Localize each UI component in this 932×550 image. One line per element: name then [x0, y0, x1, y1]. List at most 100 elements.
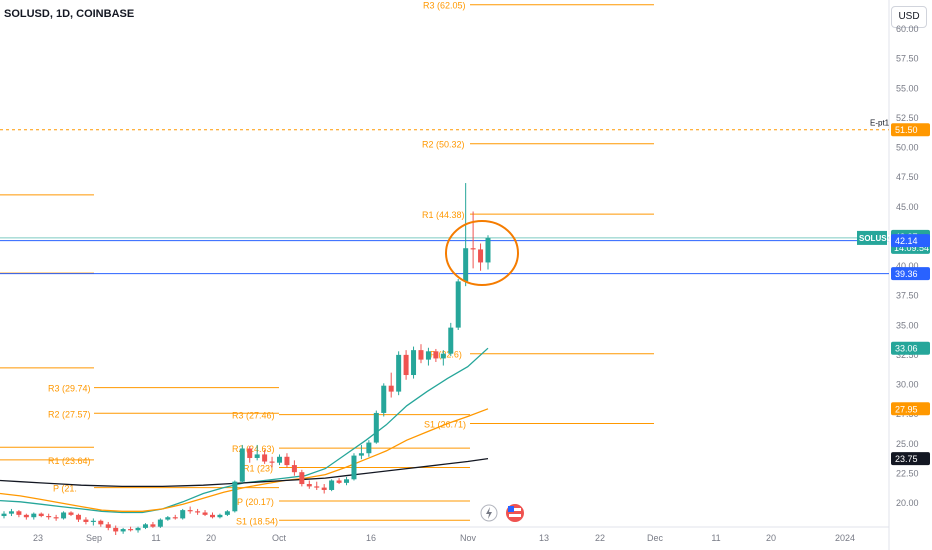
- candle-body: [135, 527, 141, 531]
- candle-body: [373, 412, 379, 443]
- candle-body: [418, 350, 424, 360]
- candle-body: [150, 524, 156, 527]
- candle-body: [217, 514, 223, 518]
- pivot-lines: R3 (62.05)R2 (50.32)R1 (44.38)S1 (26.71)…: [0, 1, 654, 526]
- candle-body: [232, 481, 238, 512]
- x-tick-label: 23: [33, 533, 43, 543]
- y-tick-label: 25.00: [896, 439, 919, 449]
- y-tick-label: 22.50: [896, 468, 919, 478]
- currency-button[interactable]: USD: [891, 6, 927, 28]
- circle-annotation: [445, 220, 519, 286]
- x-tick-label: Sep: [86, 533, 102, 543]
- y-tick-label: 57.50: [896, 54, 919, 64]
- candle-body: [425, 351, 431, 360]
- pivot-label: S1 (18.54): [236, 516, 278, 526]
- candle-body: [113, 527, 119, 532]
- symbol-tag-label: SOLUSD: [859, 234, 893, 243]
- candle-body: [98, 520, 104, 525]
- y-tick-label: 32.50: [896, 350, 919, 360]
- y-tick-label: 45.00: [896, 202, 919, 212]
- price-label-bg: [891, 402, 930, 416]
- candle-body: [105, 524, 111, 528]
- candle-body: [120, 529, 126, 532]
- candle-body: [61, 512, 67, 519]
- candle-body: [388, 385, 394, 392]
- pivot-label: P (32.6): [430, 350, 462, 360]
- candle-body: [344, 479, 350, 483]
- candle-body: [314, 486, 320, 488]
- candle-body: [299, 472, 305, 485]
- candle-body: [75, 514, 81, 520]
- pivot-label: R1 (44.38): [422, 210, 465, 220]
- pivot-label: R2 (50.32): [422, 140, 465, 150]
- x-tick-label: 20: [766, 533, 776, 543]
- candle-body: [269, 461, 275, 463]
- y-tick-label: 50.00: [896, 143, 919, 153]
- candle-body: [16, 511, 22, 515]
- candles: [1, 183, 491, 535]
- candle-body: [180, 510, 186, 519]
- candle-body: [366, 442, 372, 454]
- x-tick-label: 13: [539, 533, 549, 543]
- candle-body: [172, 517, 178, 519]
- candle-body: [202, 512, 208, 515]
- x-tick-label: 11: [151, 533, 160, 543]
- line-tag-label: E-pt1: [870, 119, 890, 128]
- candle-body: [403, 354, 409, 376]
- candle-body: [83, 519, 89, 522]
- pivot-label: R3 (27.46): [232, 411, 275, 421]
- countdown-label-text: 14:09:54: [894, 243, 929, 253]
- y-axis: 20.0022.5025.0027.5030.0032.5035.0037.50…: [888, 0, 919, 550]
- candle-body: [433, 351, 439, 359]
- price-label-text: 33.06: [895, 344, 918, 354]
- candle-body: [277, 456, 283, 463]
- price-label-text: 42.14: [895, 236, 918, 246]
- price-label-text: 39.36: [895, 269, 918, 279]
- flag-canton: [508, 506, 514, 512]
- x-tick-label: Oct: [272, 533, 287, 543]
- symbol-tag-bg: [857, 230, 887, 245]
- x-tick-label: 2024: [835, 533, 855, 543]
- candle-body: [381, 385, 387, 413]
- price-label-bg: [891, 267, 930, 281]
- annotations: [445, 220, 524, 522]
- y-tick-label: 47.50: [896, 172, 919, 182]
- x-tick-label: 20: [206, 533, 216, 543]
- flag-stripe: [509, 508, 521, 511]
- pivot-label: R1 (23): [243, 463, 273, 473]
- candle-body: [195, 511, 201, 513]
- horizontal-lines: E-pt1: [0, 119, 890, 275]
- y-tick-label: 30.00: [896, 380, 919, 390]
- price-label-bg: [891, 123, 930, 137]
- candle-body: [187, 510, 193, 512]
- pivot-label: R3 (29.74): [48, 384, 91, 394]
- pivot-label: R1 (23.64): [48, 456, 91, 466]
- pivot-label: R3 (62.05): [423, 1, 466, 11]
- candle-body: [478, 249, 484, 263]
- candle-body: [411, 350, 417, 376]
- candle-body: [358, 453, 364, 456]
- pivot-label: R2 (24.63): [232, 444, 275, 454]
- price-label-text: 51.50: [895, 125, 918, 135]
- candle-body: [485, 237, 491, 263]
- pivot-label: P (20.17): [237, 497, 274, 507]
- moving-average-line: [0, 457, 489, 488]
- candle-body: [329, 480, 335, 490]
- x-axis: 23 Sep 11 20 Oct 16 Nov 13 22 Dec 11 20 2024: [0, 526, 889, 543]
- lightning-glyph: [486, 507, 492, 519]
- candle-body: [157, 519, 163, 527]
- candle-body: [284, 456, 290, 466]
- price-label-text: 27.95: [895, 404, 918, 414]
- candle-body: [254, 454, 260, 458]
- candle-body: [142, 524, 148, 528]
- price-label-bg: [891, 341, 930, 355]
- y-tick-label: 40.00: [896, 261, 919, 271]
- candle-body: [336, 480, 342, 483]
- candle-body: [31, 513, 37, 518]
- pivot-label: R2 (27.57): [48, 409, 91, 419]
- candle-body: [396, 354, 402, 392]
- candle-body: [239, 448, 245, 482]
- y-tick-label: 35.00: [896, 320, 919, 330]
- candle-body: [128, 529, 134, 531]
